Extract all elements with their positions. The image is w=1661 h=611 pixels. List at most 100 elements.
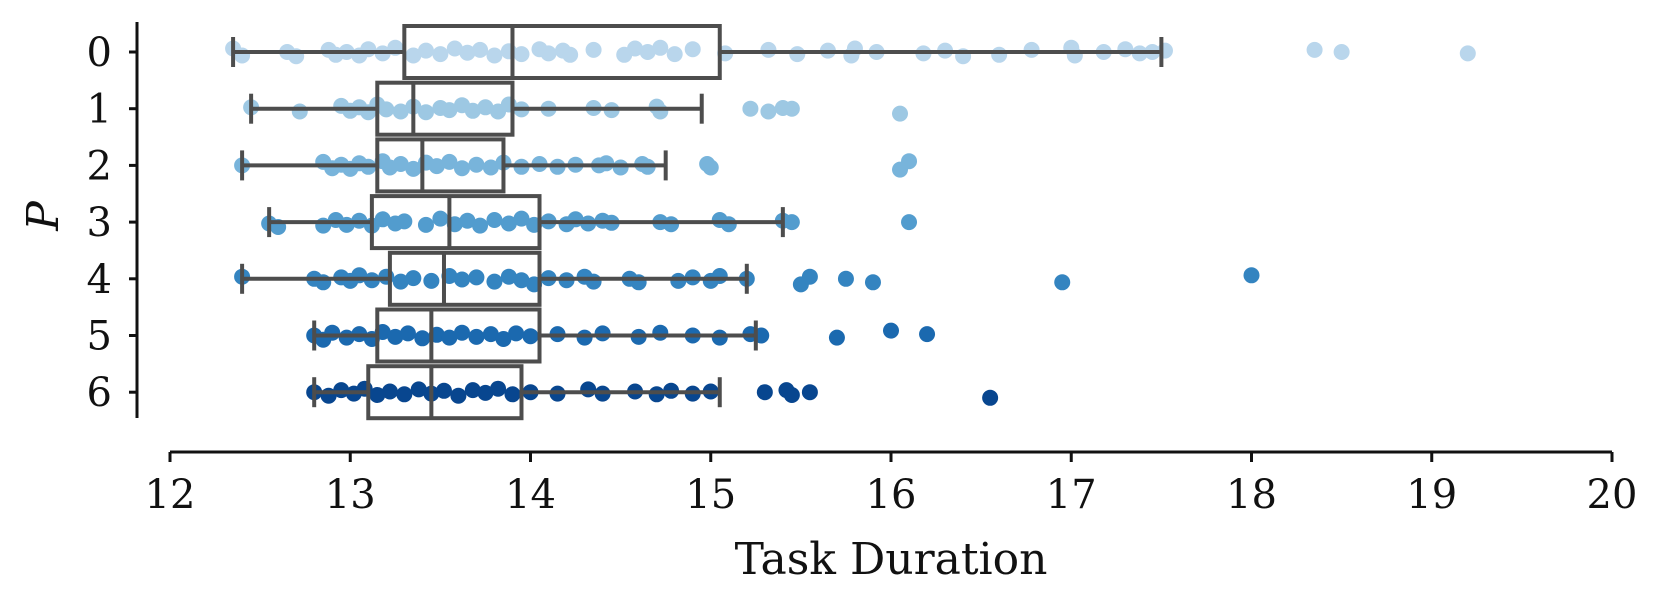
data-point — [435, 382, 452, 399]
data-point — [477, 384, 494, 401]
data-point — [387, 328, 404, 345]
box-plot — [312, 307, 758, 364]
data-point — [477, 99, 494, 116]
data-point — [901, 153, 918, 170]
data-point — [1054, 274, 1071, 291]
data-point — [468, 269, 485, 286]
x-axis-label: Task Duration — [735, 534, 1048, 585]
data-point — [417, 104, 434, 121]
data-point — [396, 213, 413, 230]
data-point — [414, 330, 431, 347]
data-point — [540, 45, 557, 62]
data-point — [982, 389, 999, 406]
box-plot — [240, 250, 749, 307]
data-point — [490, 380, 507, 397]
data-point — [639, 44, 656, 60]
data-point — [711, 268, 728, 284]
data-point — [846, 40, 863, 57]
box-plot — [267, 194, 785, 251]
data-point — [612, 159, 629, 176]
data-point — [919, 326, 936, 343]
data-point — [630, 274, 647, 291]
data-point — [756, 384, 773, 401]
data-point — [594, 325, 611, 342]
iqr-box — [375, 137, 506, 194]
data-point — [459, 44, 476, 61]
data-point — [441, 329, 458, 346]
data-point — [468, 328, 485, 345]
data-point — [486, 47, 503, 64]
data-point — [405, 47, 422, 64]
data-point — [450, 387, 467, 404]
data-point — [1243, 267, 1260, 284]
data-point — [324, 324, 341, 341]
data-point — [500, 268, 517, 285]
data-point — [495, 331, 512, 347]
x-tick-label: 17 — [1046, 472, 1097, 518]
data-point — [1117, 41, 1134, 58]
y-tick-label: 1 — [87, 87, 112, 133]
data-point — [513, 210, 530, 227]
data-point — [454, 271, 471, 288]
y-tick-label: 4 — [87, 257, 112, 303]
data-point — [472, 217, 489, 234]
y-tick-label: 6 — [87, 370, 112, 416]
data-point — [432, 210, 449, 227]
iqr-box — [375, 80, 515, 137]
data-point — [1306, 41, 1323, 58]
data-point — [486, 273, 503, 290]
data-point — [459, 212, 476, 229]
y-tick-label: 0 — [87, 30, 112, 76]
y-tick-label: 2 — [87, 143, 112, 189]
y-ticks: 0 1 2 3 4 5 6 — [87, 30, 137, 416]
box-plot — [231, 24, 1164, 80]
data-point — [468, 156, 485, 173]
data-point — [405, 160, 422, 177]
x-tick-label: 13 — [325, 472, 376, 518]
data-point — [454, 160, 471, 177]
data-point — [369, 387, 386, 403]
data-point — [585, 273, 602, 290]
data-point — [901, 214, 918, 231]
data-point — [396, 386, 413, 403]
data-point — [1459, 45, 1476, 62]
data-point — [405, 270, 422, 287]
data-point — [315, 274, 332, 291]
data-point — [991, 46, 1008, 63]
data-point — [504, 386, 521, 403]
data-point — [428, 158, 445, 175]
data-point — [392, 273, 409, 290]
data-point — [482, 326, 499, 343]
data-point — [513, 272, 530, 289]
data-point — [446, 40, 463, 57]
x-tick-label: 16 — [866, 472, 917, 518]
data-point — [562, 46, 579, 63]
data-point — [508, 325, 525, 342]
data-point — [720, 216, 737, 233]
data-point — [472, 41, 489, 58]
data-point — [702, 159, 719, 176]
data-point — [576, 329, 593, 346]
x-tick-label: 12 — [145, 472, 196, 518]
data-point — [482, 159, 499, 176]
data-point — [742, 100, 759, 117]
data-point — [670, 272, 687, 289]
data-point — [652, 324, 669, 341]
iqr-box — [387, 250, 542, 307]
data-point — [684, 41, 701, 58]
x-ticks: 12 13 14 15 16 17 18 19 20 — [145, 452, 1638, 518]
data-point — [652, 39, 669, 56]
data-point — [652, 103, 669, 120]
iqr-box — [366, 364, 524, 421]
data-point — [801, 268, 818, 285]
data-point — [783, 387, 800, 403]
x-tick-label: 20 — [1587, 472, 1638, 518]
iqr-box — [369, 194, 542, 251]
data-point — [392, 156, 409, 172]
data-point — [522, 328, 539, 345]
data-point — [1023, 41, 1040, 58]
data-point — [464, 102, 481, 119]
data-point — [598, 155, 615, 172]
data-point — [864, 274, 881, 291]
